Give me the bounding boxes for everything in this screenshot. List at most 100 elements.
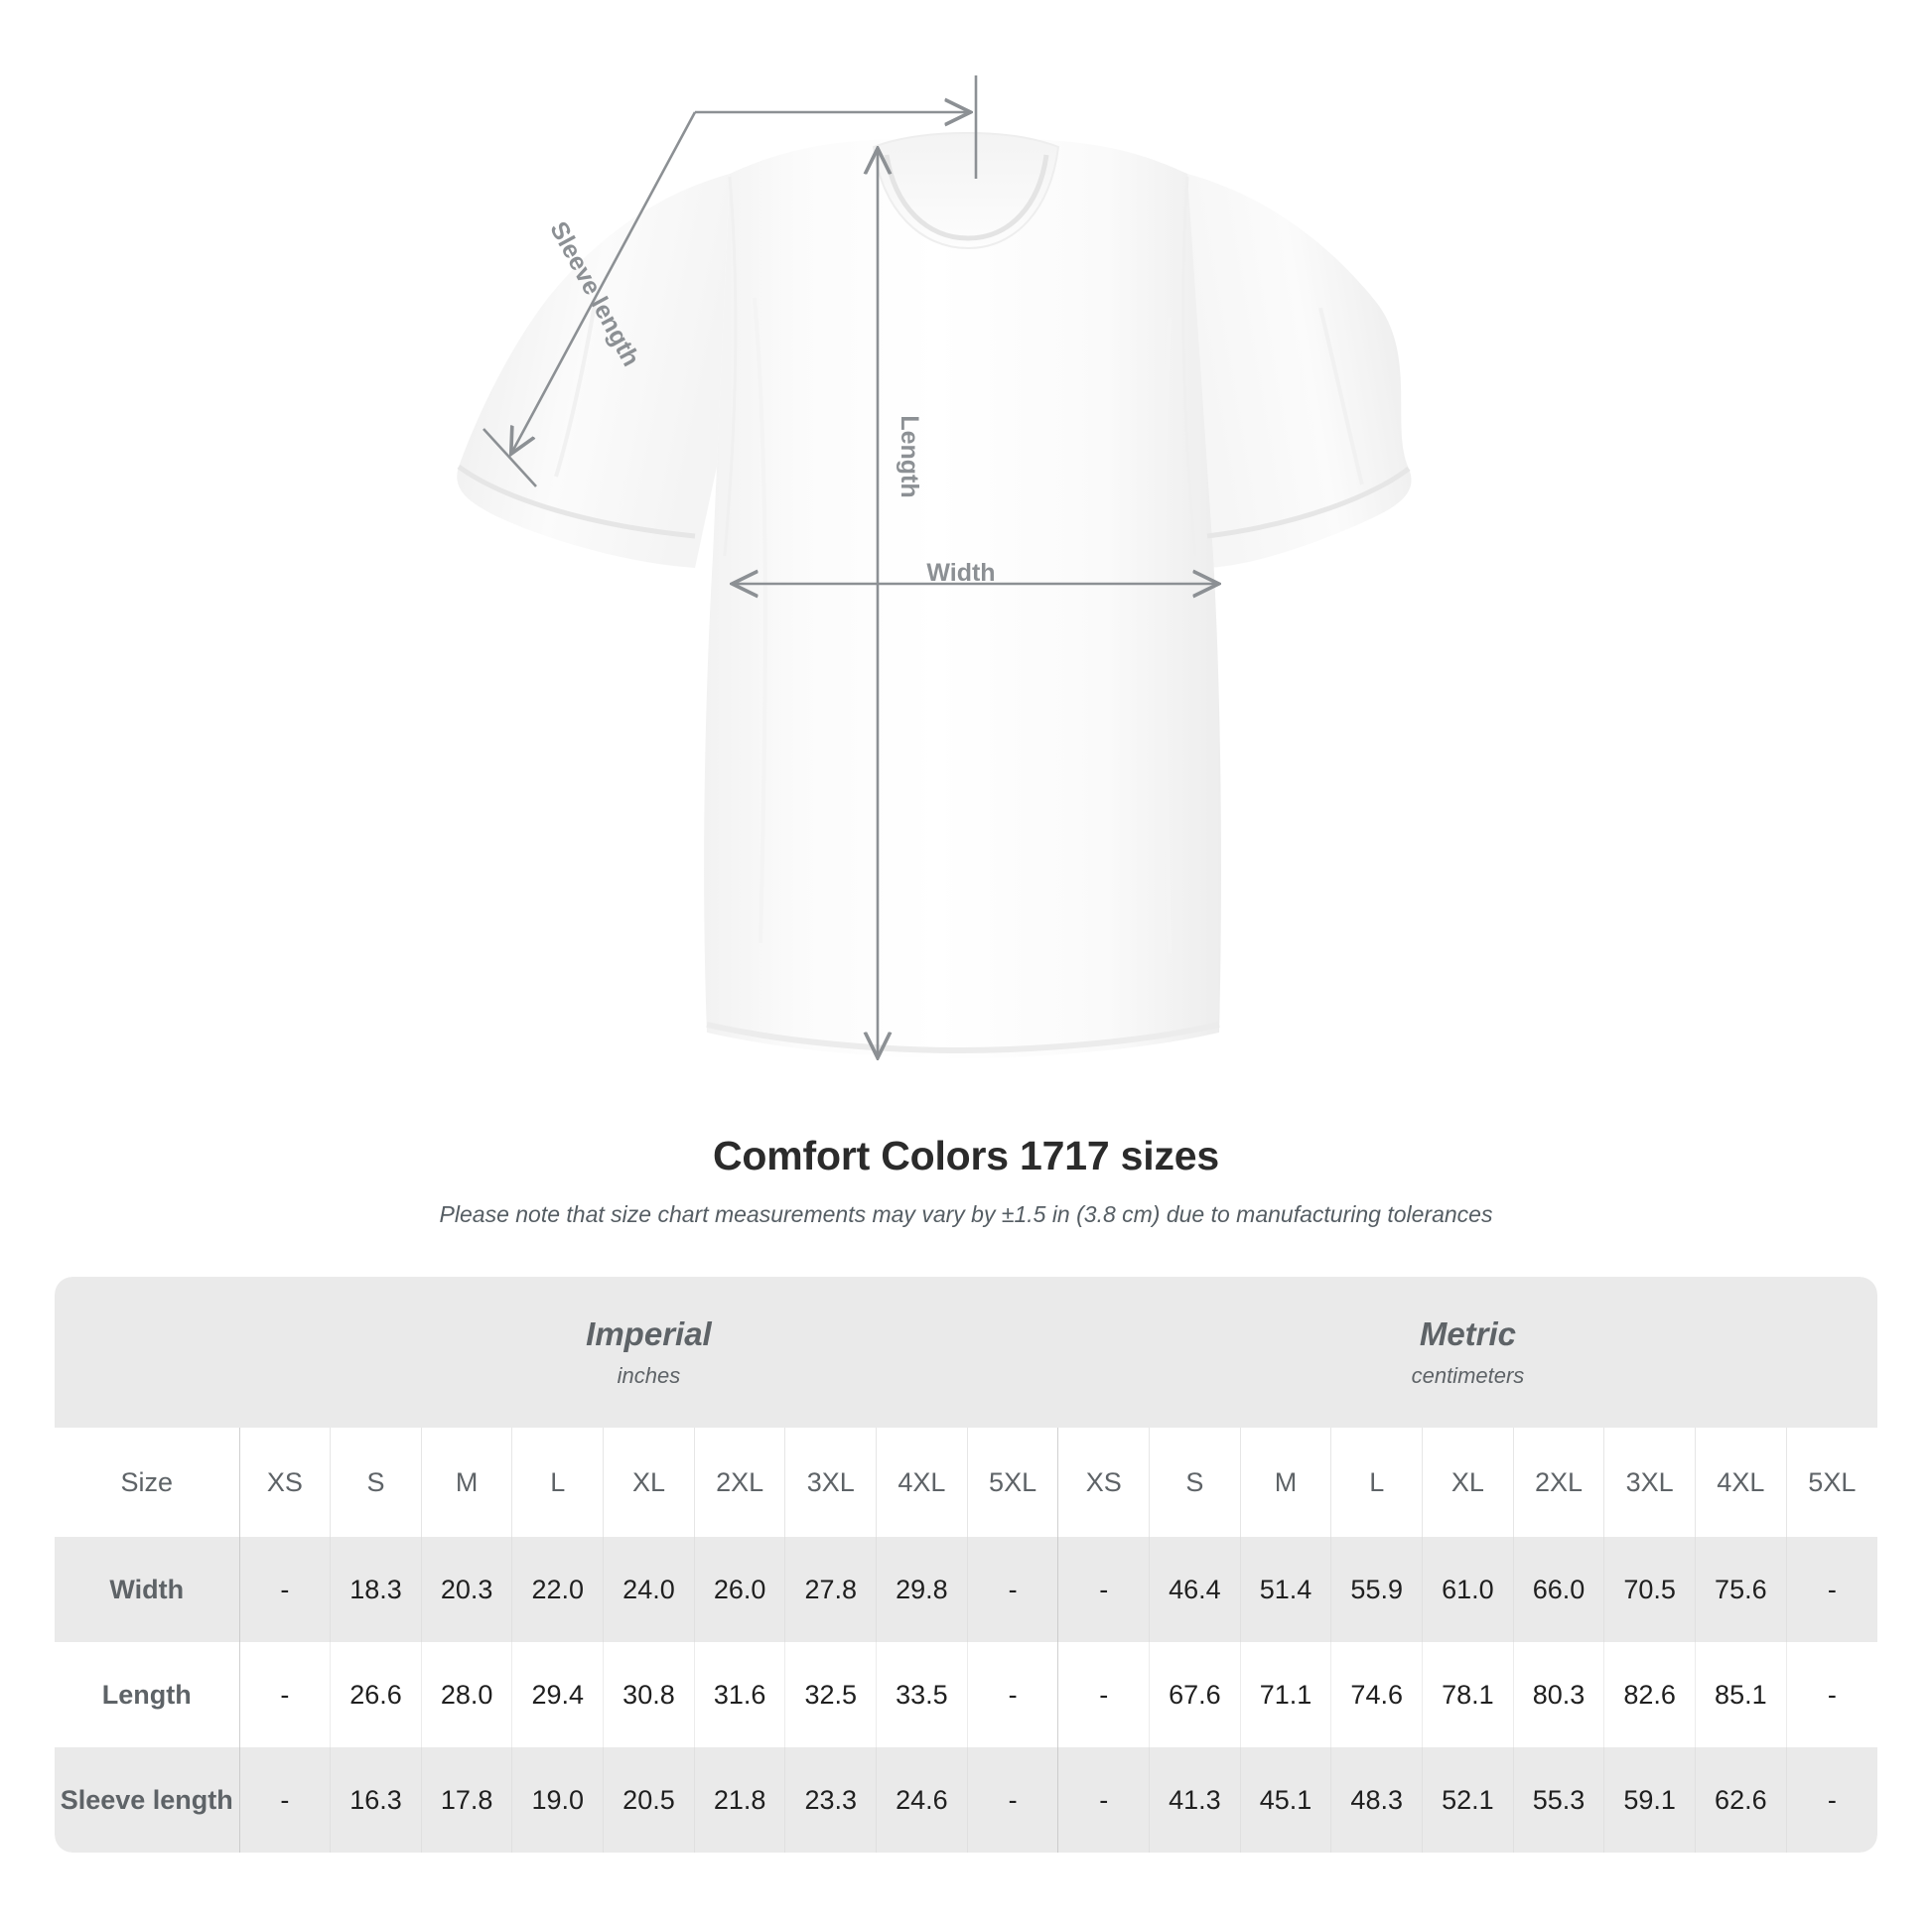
cell-length-imperial-xs: - bbox=[238, 1642, 331, 1747]
cell-width-metric-2xl: 66.0 bbox=[1512, 1537, 1604, 1642]
tshirt-illustration bbox=[457, 131, 1412, 1058]
cell-length-metric-s: 67.6 bbox=[1149, 1642, 1241, 1747]
table-row: Width -18.3 20.3 22.0 24.0 26.0 27.8 29.8- -46.4… bbox=[55, 1537, 1877, 1642]
cell-sleeve-length-metric-2xl: 55.3 bbox=[1512, 1747, 1604, 1853]
cell-length-imperial-3xl: 32.5 bbox=[784, 1642, 877, 1747]
size-header-m-metric: M bbox=[1239, 1428, 1331, 1537]
cell-sleeve-length-imperial-m: 17.8 bbox=[420, 1747, 512, 1853]
cell-sleeve-length-metric-xl: 52.1 bbox=[1422, 1747, 1514, 1853]
cell-sleeve-length-metric-5xl: - bbox=[1785, 1747, 1877, 1853]
cell-width-imperial-2xl: 26.0 bbox=[693, 1537, 785, 1642]
row-label-width: Width bbox=[55, 1537, 239, 1642]
cell-sleeve-length-imperial-3xl: 23.3 bbox=[784, 1747, 877, 1853]
cell-sleeve-length-metric-4xl: 62.6 bbox=[1695, 1747, 1787, 1853]
cell-width-imperial-l: 22.0 bbox=[511, 1537, 604, 1642]
measurement-guides bbox=[483, 75, 1216, 1055]
cell-width-metric-xs: - bbox=[1057, 1537, 1150, 1642]
size-header-xl-imperial: XL bbox=[603, 1428, 695, 1537]
unit-name: Metric bbox=[1419, 1315, 1517, 1353]
cell-length-metric-2xl: 80.3 bbox=[1512, 1642, 1604, 1747]
cell-length-imperial-s: 26.6 bbox=[330, 1642, 422, 1747]
cell-sleeve-length-imperial-2xl: 21.8 bbox=[693, 1747, 785, 1853]
cell-length-imperial-l: 29.4 bbox=[511, 1642, 604, 1747]
cell-length-metric-5xl: - bbox=[1785, 1642, 1877, 1747]
sleeve-length-guide bbox=[483, 75, 978, 487]
cell-width-metric-s: 46.4 bbox=[1149, 1537, 1241, 1642]
cell-length-metric-3xl: 82.6 bbox=[1603, 1642, 1696, 1747]
cell-sleeve-length-imperial-l: 19.0 bbox=[511, 1747, 604, 1853]
tshirt-measurement-diagram: Sleeve length Length Width bbox=[457, 75, 1412, 1122]
size-header-4xl-imperial: 4XL bbox=[876, 1428, 968, 1537]
cell-sleeve-length-imperial-xs: - bbox=[238, 1747, 331, 1853]
tolerance-note: Please note that size chart measurements… bbox=[439, 1201, 1493, 1228]
size-header-xs-metric: XS bbox=[1057, 1428, 1150, 1537]
cell-sleeve-length-imperial-s: 16.3 bbox=[330, 1747, 422, 1853]
cell-width-metric-l: 55.9 bbox=[1330, 1537, 1423, 1642]
cell-width-imperial-5xl: - bbox=[966, 1537, 1058, 1642]
title-block: Comfort Colors 1717 sizes Please note th… bbox=[0, 1132, 1932, 1230]
length-label: Length bbox=[896, 415, 923, 497]
cell-width-metric-m: 51.4 bbox=[1239, 1537, 1331, 1642]
size-table: Imperial inches Metric centimeters Size XS S M L… bbox=[55, 1277, 1877, 1853]
size-header-2xl-imperial: 2XL bbox=[693, 1428, 785, 1537]
table-row: Sleeve length -16.3 17.8 19.0 20.5 21.8 23.3 24… bbox=[55, 1747, 1877, 1853]
unit-subtitle: centimeters bbox=[1411, 1363, 1525, 1389]
cell-sleeve-length-metric-xs: - bbox=[1057, 1747, 1150, 1853]
cell-width-imperial-xs: - bbox=[238, 1537, 331, 1642]
cell-width-metric-5xl: - bbox=[1785, 1537, 1877, 1642]
cell-length-imperial-5xl: - bbox=[966, 1642, 1058, 1747]
cell-width-imperial-m: 20.3 bbox=[420, 1537, 512, 1642]
size-header-s-imperial: S bbox=[330, 1428, 422, 1537]
size-header-3xl-metric: 3XL bbox=[1603, 1428, 1696, 1537]
cell-length-metric-xs: - bbox=[1057, 1642, 1150, 1747]
cell-width-imperial-3xl: 27.8 bbox=[784, 1537, 877, 1642]
cell-width-imperial-s: 18.3 bbox=[330, 1537, 422, 1642]
size-header-xs-imperial: XS bbox=[238, 1428, 331, 1537]
unit-subtitle: inches bbox=[617, 1363, 681, 1389]
unit-banner-metric: Metric centimeters bbox=[1057, 1277, 1877, 1428]
size-header-5xl-metric: 5XL bbox=[1785, 1428, 1877, 1537]
cell-width-metric-3xl: 70.5 bbox=[1603, 1537, 1696, 1642]
size-header-s-metric: S bbox=[1149, 1428, 1241, 1537]
cell-width-metric-4xl: 75.6 bbox=[1695, 1537, 1787, 1642]
cell-length-imperial-4xl: 33.5 bbox=[876, 1642, 968, 1747]
table-row: Length -26.6 28.0 29.4 30.8 31.6 32.5 33.5- -67.… bbox=[55, 1642, 1877, 1747]
cell-length-imperial-2xl: 31.6 bbox=[693, 1642, 785, 1747]
size-header-label: Size bbox=[55, 1428, 239, 1537]
cell-sleeve-length-metric-l: 48.3 bbox=[1330, 1747, 1423, 1853]
size-header-3xl-imperial: 3XL bbox=[784, 1428, 877, 1537]
width-label: Width bbox=[926, 559, 995, 587]
cell-sleeve-length-metric-m: 45.1 bbox=[1239, 1747, 1331, 1853]
cell-sleeve-length-imperial-4xl: 24.6 bbox=[876, 1747, 968, 1853]
size-header-xl-metric: XL bbox=[1422, 1428, 1514, 1537]
size-header-l-metric: L bbox=[1330, 1428, 1423, 1537]
row-label-length: Length bbox=[55, 1642, 239, 1747]
unit-banner-imperial: Imperial inches bbox=[239, 1277, 1058, 1428]
cell-width-imperial-xl: 24.0 bbox=[603, 1537, 695, 1642]
cell-length-metric-xl: 78.1 bbox=[1422, 1642, 1514, 1747]
cell-sleeve-length-imperial-5xl: - bbox=[966, 1747, 1058, 1853]
cell-sleeve-length-metric-s: 41.3 bbox=[1149, 1747, 1241, 1853]
size-header-2xl-metric: 2XL bbox=[1512, 1428, 1604, 1537]
size-table-container: Imperial inches Metric centimeters Size XS S M L… bbox=[55, 1277, 1877, 1853]
cell-length-metric-m: 71.1 bbox=[1239, 1642, 1331, 1747]
cell-length-imperial-xl: 30.8 bbox=[603, 1642, 695, 1747]
size-header-5xl-imperial: 5XL bbox=[966, 1428, 1058, 1537]
cell-width-metric-xl: 61.0 bbox=[1422, 1537, 1514, 1642]
size-header-l-imperial: L bbox=[511, 1428, 604, 1537]
cell-sleeve-length-imperial-xl: 20.5 bbox=[603, 1747, 695, 1853]
unit-name: Imperial bbox=[586, 1315, 712, 1353]
cell-length-metric-l: 74.6 bbox=[1330, 1642, 1423, 1747]
cell-sleeve-length-metric-3xl: 59.1 bbox=[1603, 1747, 1696, 1853]
page-title: Comfort Colors 1717 sizes bbox=[713, 1133, 1219, 1178]
cell-length-metric-4xl: 85.1 bbox=[1695, 1642, 1787, 1747]
size-header-4xl-metric: 4XL bbox=[1695, 1428, 1787, 1537]
cell-length-imperial-m: 28.0 bbox=[420, 1642, 512, 1747]
size-header-row: Size XS S M L XL 2XL 3XL 4XL 5XL XS S M L XL 2XL 3XL 4XL 5… bbox=[55, 1428, 1877, 1537]
unit-banner-spacer bbox=[55, 1277, 239, 1428]
row-label-sleeve-length: Sleeve length bbox=[55, 1747, 239, 1853]
unit-banner-row: Imperial inches Metric centimeters bbox=[55, 1277, 1877, 1428]
size-header-m-imperial: M bbox=[420, 1428, 512, 1537]
cell-width-imperial-4xl: 29.8 bbox=[876, 1537, 968, 1642]
